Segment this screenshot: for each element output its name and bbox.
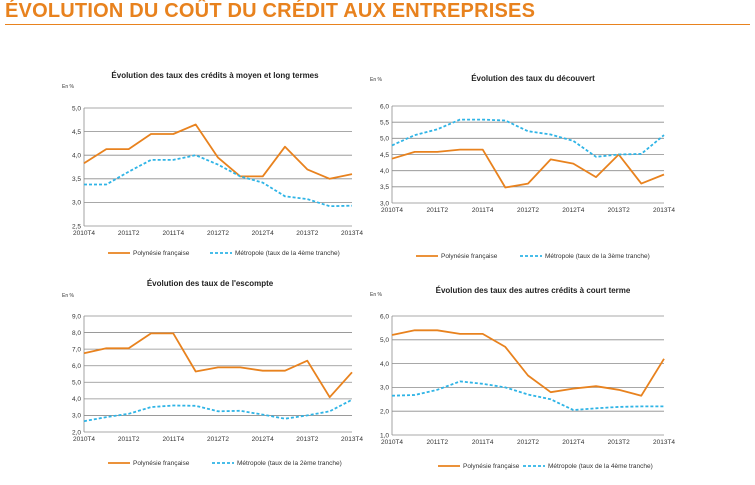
y-tick-label: 9,0 <box>72 313 81 320</box>
y-tick-label: 3,5 <box>72 176 81 183</box>
y-tick-label: 7,0 <box>72 346 81 353</box>
y-tick-label: 3,0 <box>380 200 389 207</box>
chart-title: Évolution des taux de l'escompte <box>147 279 274 288</box>
legend-label: Polynésie française <box>133 460 190 467</box>
chart-panel-credits-moyen-long-terme: Évolution des taux des crédits à moyen e… <box>60 68 363 268</box>
chart-panel-autres-credits-court-terme: Évolution des taux des autres crédits à … <box>368 285 683 485</box>
y-tick-label: 3,5 <box>380 184 389 191</box>
x-tick-label: 2010T4 <box>73 230 95 237</box>
y-tick-label: 6,0 <box>380 103 389 110</box>
y-tick-label: 3,0 <box>72 413 81 420</box>
x-tick-label: 2013T2 <box>296 436 318 443</box>
series-line-metropole <box>83 398 353 423</box>
x-tick-label: 2011T4 <box>472 207 494 214</box>
series-line-polynesie <box>83 332 353 399</box>
series-line-polynesie <box>83 123 353 180</box>
y-tick-label: 4,5 <box>72 129 81 136</box>
y-tick-label: 2,0 <box>72 429 81 436</box>
x-tick-label: 2013T4 <box>341 230 363 237</box>
page-title: ÉVOLUTION DU COÛT DU CRÉDIT AUX ENTREPRI… <box>5 0 536 22</box>
x-tick-label: 2013T2 <box>608 439 630 446</box>
unit-label: En % <box>370 77 383 83</box>
x-tick-label: 2012T4 <box>562 207 584 214</box>
series-line-polynesie <box>391 148 665 189</box>
y-tick-label: 4,0 <box>380 168 389 175</box>
series-line-polynesie <box>391 329 665 397</box>
x-tick-label: 2011T2 <box>118 230 140 237</box>
x-tick-label: 2010T4 <box>381 439 403 446</box>
y-tick-label: 3,0 <box>380 385 389 392</box>
chart-panel-escompte: Évolution des taux de l'escompte En % 2,0 3… <box>60 279 363 480</box>
chart-title: Évolution des taux des autres crédits à … <box>436 286 631 295</box>
x-tick-label: 2010T4 <box>73 436 95 443</box>
x-tick-label: 2012T4 <box>252 230 274 237</box>
y-tick-label: 6,0 <box>380 313 389 320</box>
series-line-metropole <box>391 380 664 411</box>
unit-label: En % <box>370 292 383 298</box>
y-tick-label: 1,0 <box>380 432 389 439</box>
x-tick-label: 2013T4 <box>653 439 675 446</box>
x-tick-label: 2012T4 <box>562 439 584 446</box>
y-tick-label: 4,0 <box>72 153 81 160</box>
y-tick-label: 5,0 <box>72 380 81 387</box>
x-tick-label: 2012T2 <box>517 439 539 446</box>
legend-label: Polynésie française <box>463 463 520 470</box>
legend-label: Métropole (taux de la 2ème tranche) <box>237 460 342 467</box>
y-tick-label: 5,0 <box>380 337 389 344</box>
x-tick-label: 2011T2 <box>427 207 449 214</box>
y-tick-label: 4,0 <box>380 361 389 368</box>
x-tick-label: 2011T2 <box>118 436 140 443</box>
chart-title: Évolution des taux des crédits à moyen e… <box>111 71 319 80</box>
x-tick-label: 2011T4 <box>472 439 494 446</box>
chart-svg: Évolution des taux des autres crédits à … <box>370 286 675 470</box>
title-rule <box>5 24 750 25</box>
x-tick-label: 2011T4 <box>163 230 185 237</box>
y-tick-label: 5,0 <box>380 136 389 143</box>
chart-svg: Évolution des taux de l'escompte En % 2,0 3… <box>62 279 363 467</box>
x-tick-label: 2013T2 <box>608 207 630 214</box>
legend-label: Métropole (taux de la 4ème tranche) <box>548 463 653 470</box>
y-tick-label: 4,0 <box>72 396 81 403</box>
legend-label: Polynésie française <box>441 253 498 260</box>
series-line-metropole <box>84 154 353 208</box>
y-tick-label: 3,0 <box>72 200 81 207</box>
series-line-metropole <box>391 118 665 158</box>
legend-label: Métropole (taux de la 3ème tranche) <box>545 253 650 260</box>
x-tick-label: 2011T2 <box>427 439 449 446</box>
x-tick-label: 2013T4 <box>653 207 675 214</box>
chart-title: Évolution des taux du découvert <box>471 74 595 83</box>
y-tick-label: 5,5 <box>380 119 389 126</box>
y-tick-label: 8,0 <box>72 330 81 337</box>
x-tick-label: 2012T4 <box>252 436 274 443</box>
x-tick-label: 2013T4 <box>341 436 363 443</box>
chart-panel-decouvert: Évolution des taux du découvert En % 3,0 3,… <box>368 72 683 272</box>
chart-svg: Évolution des taux des crédits à moyen e… <box>62 71 363 257</box>
y-tick-label: 2,5 <box>72 223 81 230</box>
unit-label: En % <box>62 293 75 299</box>
y-tick-label: 5,0 <box>72 105 81 112</box>
unit-label: En % <box>62 84 75 90</box>
chart-svg: Évolution des taux du découvert En % 3,0 3,… <box>370 74 675 260</box>
x-tick-label: 2012T2 <box>207 230 229 237</box>
x-tick-label: 2010T4 <box>381 207 403 214</box>
x-tick-label: 2012T2 <box>207 436 229 443</box>
x-tick-label: 2013T2 <box>296 230 318 237</box>
x-tick-label: 2012T2 <box>517 207 539 214</box>
x-tick-label: 2011T4 <box>163 436 185 443</box>
y-tick-label: 2,0 <box>380 409 389 416</box>
y-tick-label: 6,0 <box>72 363 81 370</box>
legend-label: Métropole (taux de la 4ème tranche) <box>235 250 340 257</box>
legend-label: Polynésie française <box>133 250 190 257</box>
y-tick-label: 4,5 <box>380 152 389 159</box>
